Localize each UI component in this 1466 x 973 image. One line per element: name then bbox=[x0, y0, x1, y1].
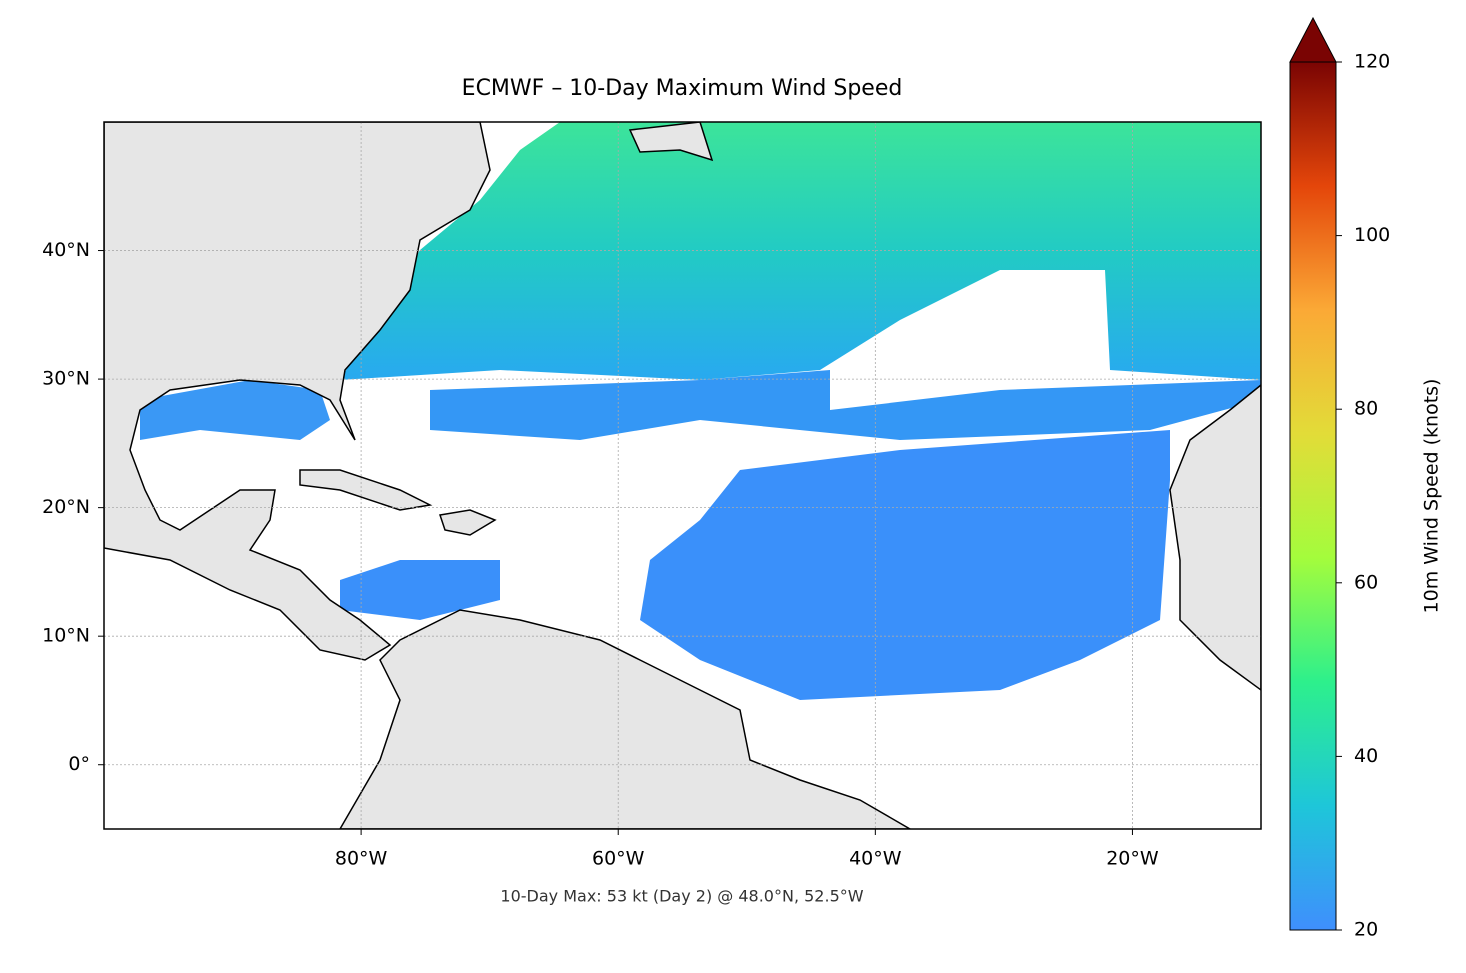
colorbar-extend bbox=[1289, 16, 1337, 63]
y-tick-label: 10°N bbox=[42, 625, 90, 647]
colorbar-tick-label: 80 bbox=[1354, 398, 1378, 420]
y-tick-label: 30°N bbox=[42, 368, 90, 390]
y-tick-label: 40°N bbox=[42, 239, 90, 261]
colorbar-tick-label: 100 bbox=[1354, 224, 1390, 246]
wind-field bbox=[140, 380, 330, 440]
africa bbox=[1169, 384, 1261, 691]
map-frame bbox=[103, 121, 1262, 830]
title: ECMWF – 10-Day Maximum Wind Speed bbox=[462, 76, 903, 101]
hispaniola bbox=[439, 509, 497, 536]
colorbar-tick-label: 40 bbox=[1354, 745, 1378, 767]
colorbar-tick-label: 120 bbox=[1354, 51, 1390, 73]
y-tick-label: 20°N bbox=[42, 496, 90, 518]
annotation: 10-Day Max: 53 kt (Day 2) @ 48.0°N, 52.5… bbox=[500, 887, 863, 906]
wind-field bbox=[340, 122, 1261, 380]
colorbar-tick-label: 60 bbox=[1354, 571, 1378, 593]
colorbar bbox=[1289, 61, 1337, 931]
wind-field bbox=[340, 560, 500, 620]
wind-field bbox=[640, 430, 1170, 700]
newfoundland bbox=[628, 122, 714, 162]
x-tick-label: 20°W bbox=[1106, 848, 1159, 870]
cuba bbox=[299, 469, 433, 511]
x-tick-label: 40°W bbox=[849, 848, 902, 870]
gridlines bbox=[104, 122, 1261, 829]
y-tick-label: 0° bbox=[68, 753, 90, 775]
south-america bbox=[339, 609, 912, 829]
wind-field bbox=[430, 370, 1261, 440]
north-america bbox=[104, 122, 491, 661]
colorbar-tick-label: 20 bbox=[1354, 919, 1378, 941]
x-tick-label: 60°W bbox=[592, 848, 645, 870]
map-area bbox=[104, 122, 1261, 829]
colorbar-label: 10m Wind Speed (knots) bbox=[1421, 379, 1443, 614]
x-tick-label: 80°W bbox=[335, 848, 388, 870]
